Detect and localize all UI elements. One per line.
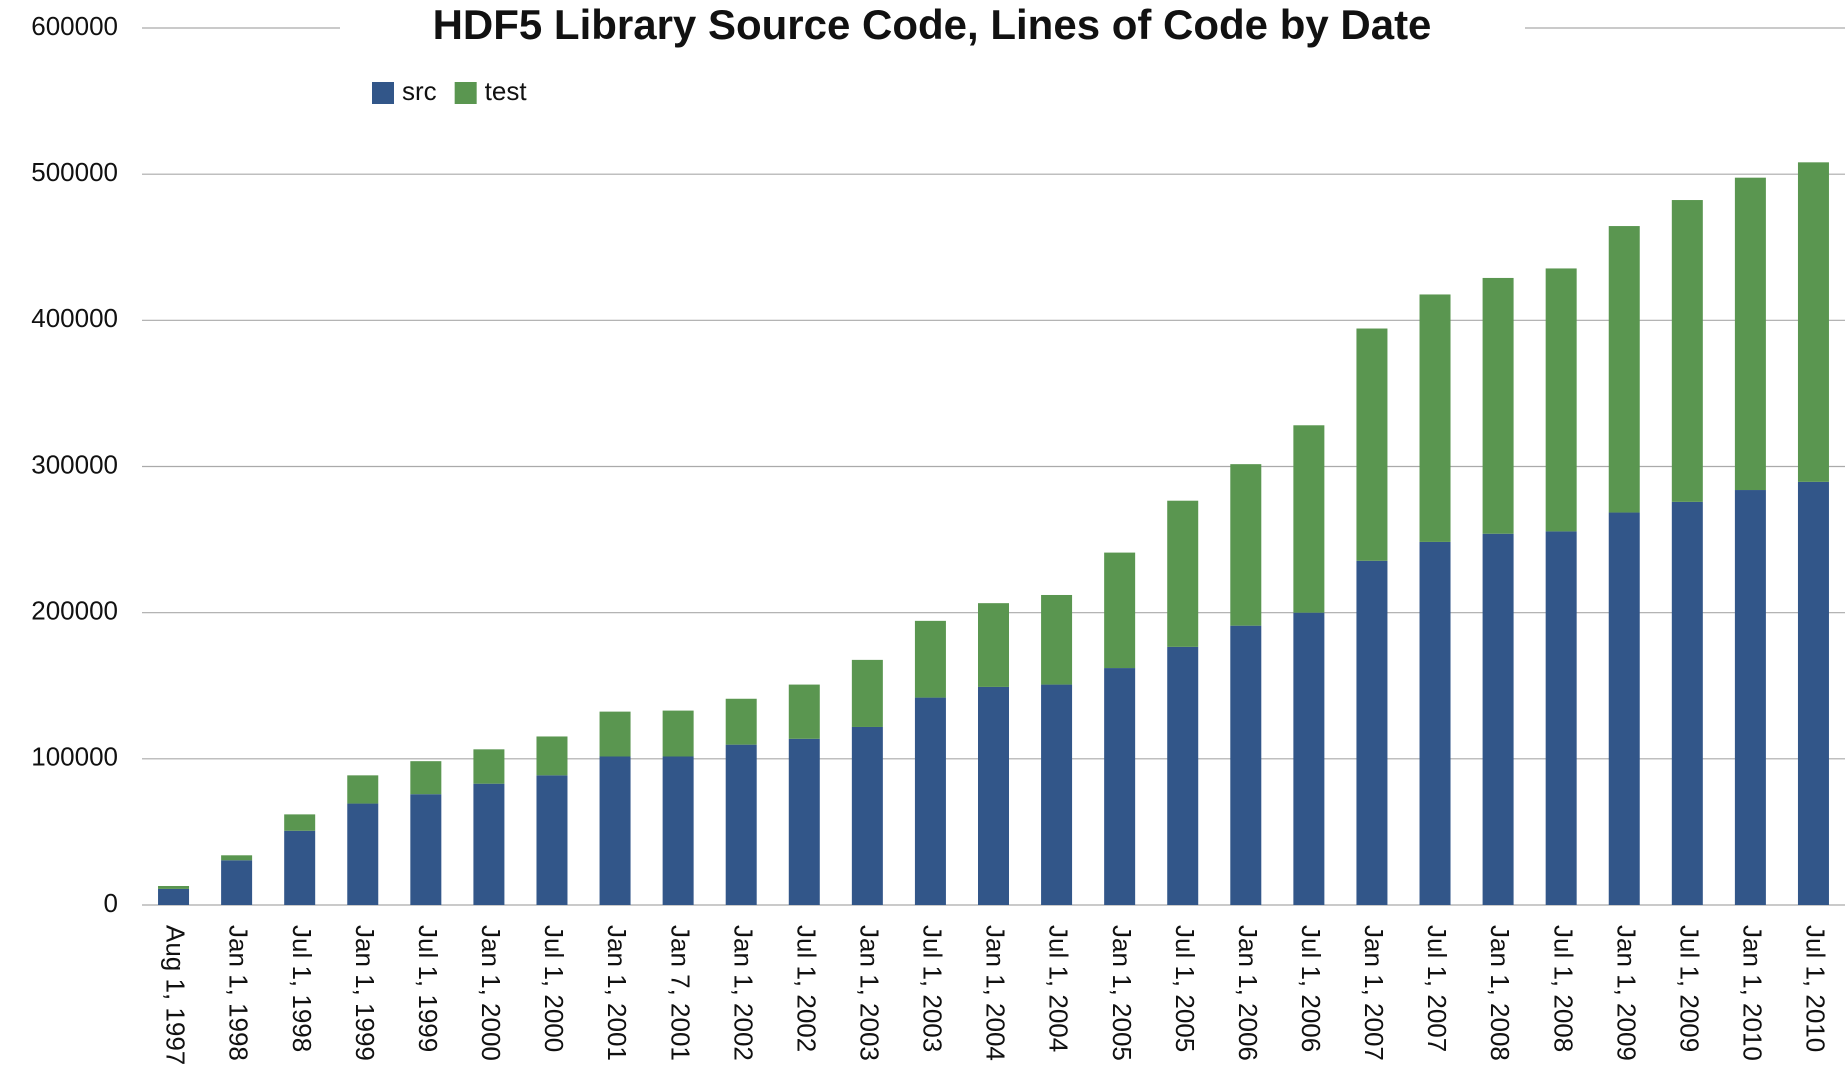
x-tick-label: Jan 1, 2000	[476, 925, 506, 1061]
bar-segment	[1671, 200, 1703, 502]
bar-segment	[1671, 501, 1703, 905]
bar-segment	[347, 775, 379, 804]
bar-segment	[914, 697, 946, 905]
bar-segment	[221, 855, 253, 861]
x-tick-label: Jul 1, 2006	[1296, 925, 1326, 1052]
bar-segment	[473, 749, 505, 784]
x-tick-label: Jul 1, 1999	[413, 925, 443, 1052]
bar-segment	[1608, 226, 1640, 513]
x-tick-label: Jan 1, 2008	[1485, 925, 1515, 1061]
y-tick-label: 600000	[31, 11, 118, 41]
bar-segment	[788, 738, 820, 905]
y-tick-label: 100000	[31, 742, 118, 772]
bar-segment	[347, 803, 379, 905]
bar-segment	[536, 775, 568, 905]
bar-segment	[1482, 533, 1514, 905]
bar-segment	[410, 761, 442, 795]
chart-title: HDF5 Library Source Code, Lines of Code …	[433, 1, 1432, 48]
x-tick-label: Jul 1, 2008	[1548, 925, 1578, 1052]
bar-segment	[1356, 560, 1388, 905]
bar-segment	[1734, 177, 1766, 491]
y-tick-label: 500000	[31, 157, 118, 187]
bar-segment	[1041, 594, 1073, 685]
bar-segment	[1167, 500, 1199, 647]
bar-segment	[1293, 612, 1325, 905]
bar-segment	[725, 698, 757, 745]
bar-segment	[158, 888, 190, 905]
x-tick-label: Jan 1, 2003	[854, 925, 884, 1061]
bar-segment	[1545, 531, 1577, 905]
x-tick-label: Jul 1, 2002	[791, 925, 821, 1052]
bar-segment	[1356, 328, 1388, 561]
legend-swatch	[372, 82, 394, 104]
bar-segment	[1797, 481, 1829, 905]
bar-segment	[599, 756, 631, 905]
x-tick-label: Jul 1, 2010	[1801, 925, 1831, 1052]
bar-segment	[158, 885, 190, 889]
bar-segment	[1419, 294, 1451, 542]
bar-segment	[1167, 646, 1199, 905]
x-tick-label: Jul 1, 2007	[1422, 925, 1452, 1052]
bar-segment	[473, 783, 505, 905]
bar-segment	[662, 756, 694, 905]
bar-segment	[536, 736, 568, 776]
x-tick-label: Jan 7, 2001	[665, 925, 695, 1061]
x-tick-label: Jul 1, 2000	[539, 925, 569, 1052]
bar-segment	[1104, 552, 1136, 669]
x-tick-label: Jan 1, 2001	[602, 925, 632, 1061]
legend-swatch	[454, 82, 477, 104]
title-backing	[340, 0, 1525, 56]
bar-segment	[284, 830, 316, 905]
x-tick-label: Jan 1, 1999	[350, 925, 380, 1061]
x-tick-label: Jul 1, 2004	[1044, 925, 1074, 1052]
bar-segment	[978, 603, 1009, 687]
x-tick-label: Jan 1, 1998	[224, 925, 254, 1061]
bar-segment	[1104, 668, 1136, 905]
y-tick-label: 300000	[31, 449, 118, 479]
bar-segment	[1482, 277, 1514, 534]
bar-segment	[1293, 425, 1325, 613]
x-tick-label: Jul 1, 2003	[918, 925, 948, 1052]
bar-segment	[1608, 512, 1640, 905]
bar-segment	[599, 711, 631, 757]
y-tick-label: 200000	[31, 596, 118, 626]
y-tick-label: 400000	[31, 303, 118, 333]
x-tick-label: Aug 1, 1997	[161, 925, 191, 1065]
x-tick-label: Jan 1, 2010	[1738, 925, 1768, 1061]
bar-segment	[410, 794, 442, 905]
bar-segment	[1230, 464, 1262, 626]
x-tick-label: Jan 1, 2002	[728, 925, 758, 1061]
x-tick-label: Jul 1, 2009	[1674, 925, 1704, 1052]
bar-segment	[1734, 490, 1766, 905]
x-tick-label: Jan 1, 2004	[981, 925, 1011, 1061]
bar-segment	[1041, 684, 1073, 905]
bar-segment	[851, 726, 883, 905]
bar-segment	[1230, 625, 1262, 905]
bar-segment	[1797, 162, 1829, 482]
bar-segment	[221, 860, 253, 905]
bar-segment	[284, 814, 316, 831]
x-tick-label: Jan 1, 2005	[1107, 925, 1137, 1061]
bar-segment	[851, 659, 883, 727]
legend-label: test	[485, 76, 528, 106]
y-tick-label: 0	[104, 888, 118, 918]
x-tick-label: Jan 1, 2009	[1611, 925, 1641, 1061]
bar-segment	[725, 744, 757, 905]
x-tick-label: Jan 1, 2007	[1359, 925, 1389, 1061]
x-tick-label: Jul 1, 2005	[1170, 925, 1200, 1052]
bar-segment	[788, 684, 820, 739]
bar-segment	[978, 686, 1009, 905]
x-tick-label: Jul 1, 1998	[287, 925, 317, 1052]
bar-segment	[914, 620, 946, 698]
legend-label: src	[402, 76, 437, 106]
bar-segment	[1419, 541, 1451, 905]
bar-segment	[1545, 268, 1577, 532]
bar-segment	[662, 710, 694, 757]
x-tick-label: Jan 1, 2006	[1233, 925, 1263, 1061]
